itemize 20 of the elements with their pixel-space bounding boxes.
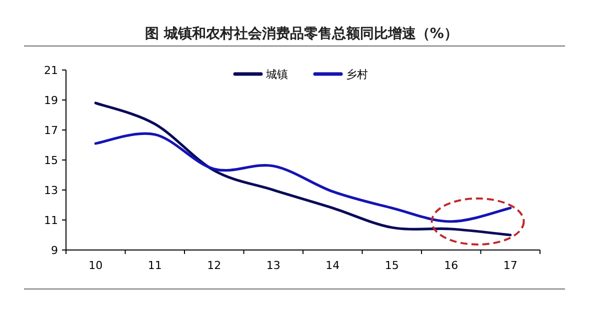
y-tick-label: 17 [44,124,58,137]
x-tick-label: 17 [503,259,518,272]
x-tick-label: 15 [384,259,399,272]
y-tick-label: 21 [44,64,58,77]
line-series [94,132,512,223]
x-tick-label: 11 [148,259,162,272]
x-tick-label: 10 [88,259,103,272]
y-tick-label: 9 [51,244,58,257]
x-tick-label: 13 [266,259,280,272]
y-tick-label: 19 [44,94,58,107]
legend-label: 乡村 [346,68,368,81]
x-tick-label: 12 [207,259,222,272]
y-tick-label: 15 [44,154,58,167]
y-tick-label: 11 [44,214,58,227]
x-tick-label: 14 [326,259,340,272]
legend-label: 城镇 [265,68,288,81]
y-tick-label: 13 [44,184,58,197]
chart-title: 图 城镇和农村社会消费品零售总额同比增速（%） [145,25,458,42]
x-tick-label: 16 [444,259,458,272]
line-series [94,102,512,236]
